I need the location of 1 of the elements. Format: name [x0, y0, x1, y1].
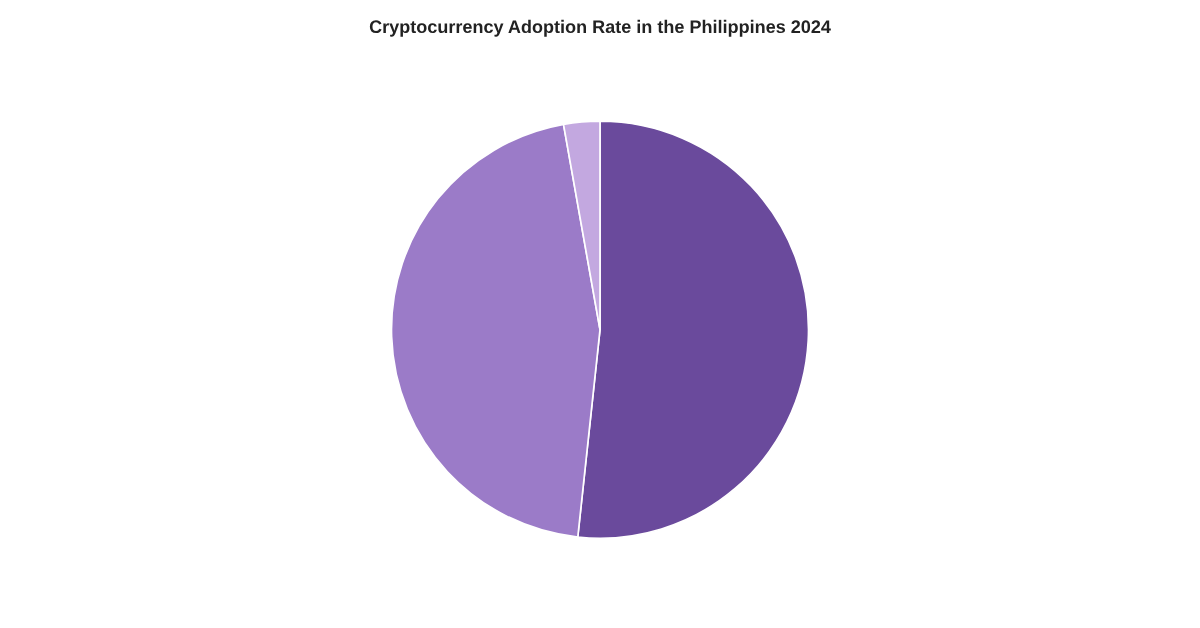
chart-title: Cryptocurrency Adoption Rate in the Philippines 2024 — [369, 19, 831, 37]
